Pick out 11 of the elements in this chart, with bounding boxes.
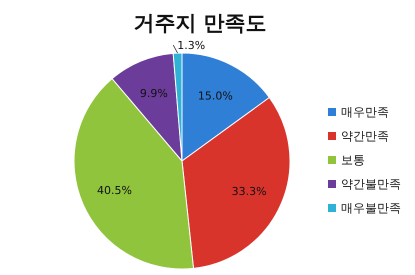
legend-label: 보통: [341, 153, 365, 167]
data-label: 15.0%: [198, 90, 233, 103]
chart-title: 거주지 만족도: [133, 11, 267, 35]
legend-label: 약간불만족: [341, 177, 401, 191]
data-label: 1.3%: [177, 39, 206, 52]
legend-label: 매우만족: [341, 105, 389, 119]
data-label: 33.3%: [232, 184, 267, 198]
legend-label: 매우불만족: [341, 201, 401, 215]
legend-label: 약간만족: [341, 129, 389, 143]
data-label: 9.9%: [140, 87, 168, 100]
data-label: 40.5%: [97, 184, 132, 197]
